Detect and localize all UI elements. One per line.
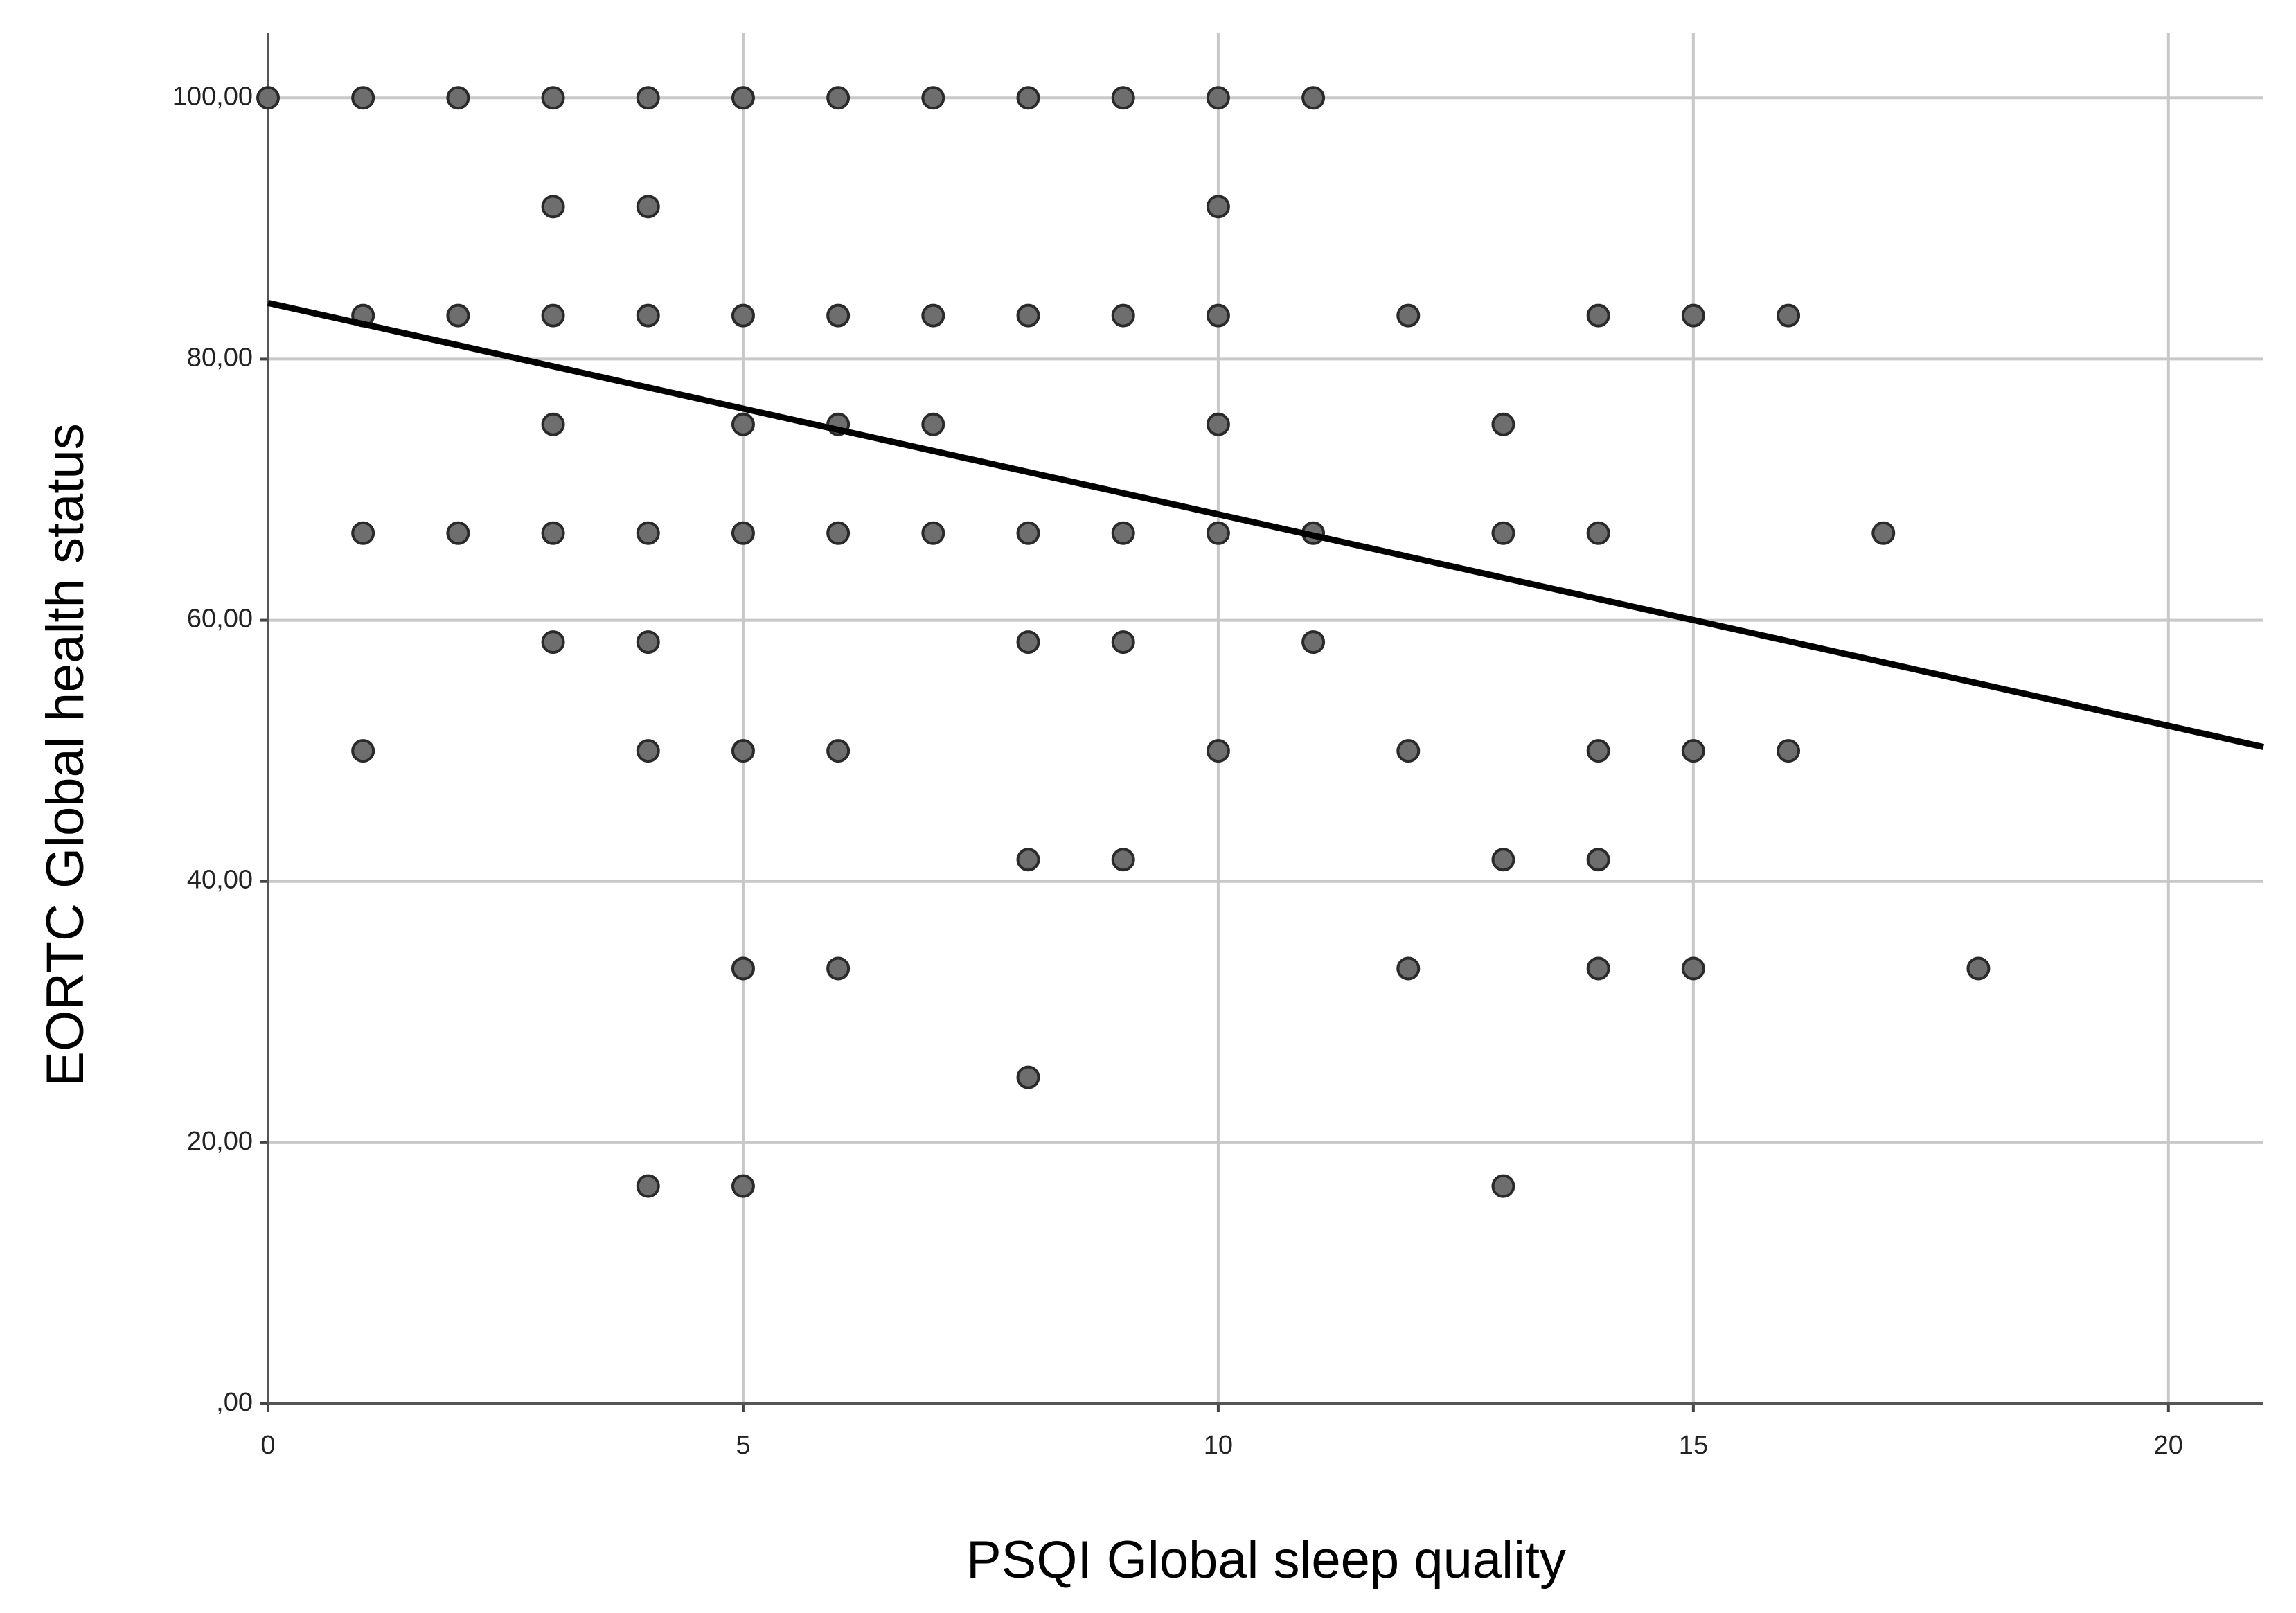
x-tick-label: 15 [1679, 1431, 1708, 1460]
point [1016, 303, 1040, 328]
y-axis-title: EORTC Global health status [36, 423, 95, 1087]
point [1966, 956, 1991, 981]
point [1206, 739, 1230, 763]
point [731, 739, 755, 763]
point [1016, 1065, 1040, 1089]
point [636, 739, 660, 763]
point [1016, 848, 1040, 872]
point [921, 412, 945, 436]
point [1396, 956, 1421, 981]
y-tick-label: 20,00 [187, 1127, 253, 1156]
point [351, 521, 375, 545]
x-tick-label: 20 [2154, 1431, 2183, 1460]
point [826, 86, 851, 110]
point [731, 86, 755, 110]
point [351, 739, 375, 763]
point [636, 195, 660, 219]
point [1586, 848, 1610, 872]
point [541, 86, 565, 110]
point [1111, 303, 1135, 328]
point [826, 521, 851, 545]
point [1777, 303, 1801, 328]
point [1206, 195, 1230, 219]
point [1016, 630, 1040, 654]
point [446, 303, 470, 328]
point [1491, 848, 1515, 872]
point [541, 412, 565, 436]
point [1206, 412, 1230, 436]
point [1016, 86, 1040, 110]
point [1586, 956, 1610, 981]
y-tick-label: 100,00 [172, 82, 253, 111]
point [731, 303, 755, 328]
x-axis-title: PSQI Global sleep quality [966, 1531, 1566, 1589]
point [446, 86, 470, 110]
fit-line [267, 299, 2264, 750]
point [1586, 521, 1610, 545]
point [826, 303, 851, 328]
point [1681, 956, 1705, 981]
x-tick-label: 5 [736, 1431, 750, 1460]
point [1301, 630, 1326, 654]
point [351, 86, 375, 110]
point [1111, 86, 1135, 110]
point [541, 521, 565, 545]
point [731, 956, 755, 981]
point [1396, 303, 1421, 328]
point [826, 956, 851, 981]
point [826, 739, 851, 763]
point [636, 86, 660, 110]
point [1301, 86, 1326, 110]
point [1206, 521, 1230, 545]
point [731, 521, 755, 545]
point [1491, 521, 1515, 545]
point [446, 521, 470, 545]
point [1396, 739, 1421, 763]
point [1206, 86, 1230, 110]
point [1491, 1174, 1515, 1198]
y-tick-label: 60,00 [187, 605, 253, 634]
point [636, 521, 660, 545]
y-tick-label: 40,00 [187, 866, 253, 895]
y-tick-label: 80,00 [187, 343, 253, 372]
point [636, 303, 660, 328]
point [541, 303, 565, 328]
point [1491, 412, 1515, 436]
point [731, 412, 755, 436]
y-tick-label: ,00 [216, 1388, 253, 1417]
point [636, 630, 660, 654]
point [636, 1174, 660, 1198]
point [1681, 303, 1705, 328]
point [921, 521, 945, 545]
point [1681, 739, 1705, 763]
point [731, 1174, 755, 1198]
x-tick-label: 10 [1204, 1431, 1233, 1460]
point [921, 86, 945, 110]
point [921, 303, 945, 328]
point [1777, 739, 1801, 763]
x-tick-label: 0 [260, 1431, 275, 1460]
point [1111, 521, 1135, 545]
point [1871, 521, 1896, 545]
point [541, 195, 565, 219]
point [256, 86, 280, 110]
point [1206, 303, 1230, 328]
point [541, 630, 565, 654]
point [1016, 521, 1040, 545]
point [1111, 848, 1135, 872]
point [1586, 303, 1610, 328]
point [1111, 630, 1135, 654]
point [1586, 739, 1610, 763]
